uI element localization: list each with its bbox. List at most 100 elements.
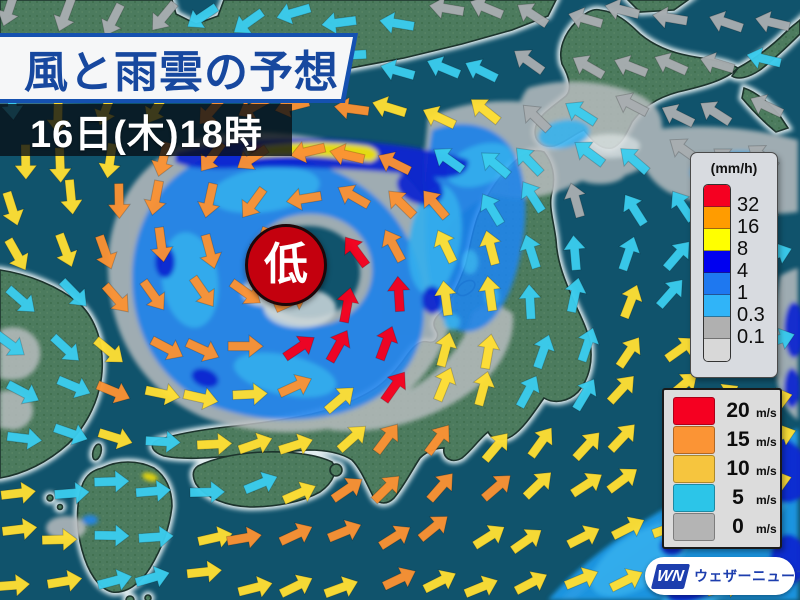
wind-arrow	[426, 55, 462, 80]
wind-speed-label: 0 m/s	[732, 514, 777, 538]
wind-arrow	[329, 142, 366, 167]
wind-speed-label: 5 m/s	[732, 485, 777, 509]
wind-arrow	[571, 431, 600, 462]
wind-arrow	[135, 479, 172, 504]
rain-scale-label: 0.1	[737, 326, 765, 348]
wind-arrow	[233, 7, 266, 34]
wind-arrow	[335, 287, 360, 324]
wind-arrow	[745, 46, 783, 70]
wind-arrow	[59, 178, 84, 216]
wind-arrow	[569, 472, 603, 499]
wind-arrow	[617, 235, 641, 272]
rain-scale-cell	[704, 273, 730, 295]
wn-logo-mark: WN	[650, 563, 691, 589]
wind-arrow	[563, 182, 587, 219]
wind-arrow	[323, 387, 355, 415]
datetime-banner: 16日(木)18時	[0, 104, 292, 156]
wind-arrow	[372, 423, 399, 456]
title-banner-inner: 風と雨雲の予想	[0, 37, 353, 99]
wind-arrow	[93, 523, 131, 548]
wind-arrow	[54, 231, 78, 268]
wind-arrow	[422, 189, 451, 221]
wind-arrow	[137, 524, 175, 549]
wind-arrow	[325, 329, 351, 364]
wind-arrow	[97, 427, 134, 451]
wind-arrow	[563, 276, 588, 314]
wind-arrow	[134, 565, 171, 589]
wind-arrow	[242, 471, 279, 495]
wind-arrow	[322, 575, 359, 599]
wind-arrow	[606, 423, 636, 454]
wind-arrow	[236, 575, 274, 599]
rain-scale-cell	[704, 185, 730, 207]
wind-arrow	[480, 152, 513, 180]
wind-arrow	[289, 140, 327, 165]
wind-arrow	[471, 524, 506, 551]
wind-arrow	[576, 327, 600, 364]
wind-arrow	[139, 278, 166, 311]
wind-legend-row: 15 m/s	[673, 425, 780, 454]
wind-arrow	[472, 370, 496, 408]
wind-arrow	[1, 517, 38, 541]
wind-legend-row: 10 m/s	[673, 454, 780, 483]
wind-arrow	[377, 151, 413, 176]
wind-arrow	[144, 429, 182, 454]
wind-arrow	[610, 515, 645, 541]
wind-arrow	[522, 104, 553, 134]
wind-arrow	[463, 574, 499, 599]
wind-arrow	[515, 375, 541, 410]
wind-arrow	[151, 0, 179, 31]
wind-legend-row: 0 m/s	[673, 512, 780, 541]
wind-arrow	[567, 6, 604, 30]
rain-scale-label: 8	[737, 238, 749, 260]
wind-arrow	[100, 1, 126, 37]
wind-arrow	[386, 275, 411, 313]
wind-arrow	[101, 281, 129, 313]
wind-arrow	[423, 424, 450, 457]
rain-scale-cell	[704, 229, 730, 251]
wind-speed-swatch	[673, 483, 715, 512]
wind-speed-swatch	[673, 512, 715, 541]
wind-arrow	[515, 147, 545, 178]
wind-arrow	[479, 193, 506, 228]
wind-arrow	[196, 525, 234, 549]
wind-arrow	[0, 0, 20, 27]
wind-arrow	[375, 325, 399, 362]
wind-arrow	[605, 468, 638, 495]
wind-speed-swatch	[673, 454, 715, 483]
rain-scale-label: 1	[737, 282, 749, 304]
wind-arrow	[433, 147, 466, 174]
low-pressure-marker: 低	[245, 224, 327, 306]
wind-arrow	[149, 226, 174, 263]
wind-arrow	[275, 2, 313, 26]
wind-arrow	[53, 481, 91, 506]
wind-arrow	[699, 51, 736, 75]
wind-arrow	[241, 185, 268, 218]
wind-arrow	[518, 233, 542, 270]
wind-arrow	[149, 335, 184, 361]
wind-legend-row: 20 m/s	[673, 396, 780, 425]
wind-arrow	[329, 477, 363, 504]
wind-arrow	[480, 432, 509, 464]
rain-scale-cell	[704, 251, 730, 273]
wind-arrow	[754, 10, 791, 34]
wind-arrow	[615, 92, 650, 118]
wind-arrow	[509, 528, 542, 555]
wind-arrow	[52, 0, 77, 33]
wind-arrow	[571, 378, 597, 413]
wind-arrow	[144, 382, 181, 407]
wind-arrow	[3, 236, 29, 271]
wind-speed-swatch	[673, 425, 715, 454]
wind-arrow	[344, 236, 371, 269]
wind-arrow	[532, 334, 556, 370]
wind-arrow	[522, 471, 552, 501]
wind-arrow	[422, 105, 458, 130]
wind-arrow	[620, 148, 651, 176]
wind-arrow	[182, 386, 219, 411]
wind-arrow	[433, 279, 458, 317]
wind-arrow	[281, 335, 315, 362]
wind-arrow	[92, 335, 124, 363]
wn-logo-text: WN	[656, 567, 686, 584]
wind-arrow	[93, 469, 131, 494]
wind-arrow	[565, 524, 601, 550]
